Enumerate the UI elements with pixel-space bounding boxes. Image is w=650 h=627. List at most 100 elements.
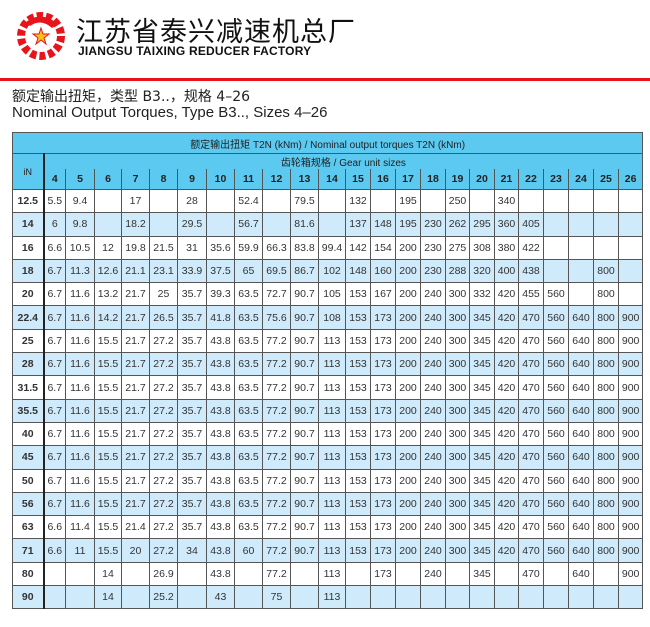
torque-cell: 470 [518,352,544,377]
torque-cell: 405 [518,212,544,237]
ratio-cell: 80 [12,561,45,587]
company-logo [17,12,65,60]
torque-cell: 77.2 [262,561,291,587]
torque-cell: 43 [206,585,235,610]
size-header: 17 [395,169,421,190]
size-header: 18 [420,169,446,190]
ratio-cell: 71 [12,538,45,563]
size-header: 23 [543,169,569,190]
torque-cell: 43.8 [206,468,235,493]
torque-cell: 800 [593,282,619,307]
torque-cell: 300 [445,352,470,377]
ratio-cell: 28 [12,352,45,377]
torque-cell: 153 [345,538,371,563]
torque-cell: 6.7 [43,491,66,517]
torque-cell: 132 [345,188,371,214]
torque-cell: 6.6 [43,515,66,540]
torque-cell: 15.5 [94,468,122,493]
size-header: 7 [121,169,150,190]
ratio-cell: 12.5 [12,188,45,214]
torque-cell: 300 [445,328,470,354]
torque-cell [234,561,263,587]
torque-cell: 35.7 [177,421,207,447]
document-title-en: Nominal Output Torques, Type B3.., Sizes… [12,104,328,121]
torque-cell: 200 [395,398,421,423]
torque-cell: 455 [518,282,544,307]
torque-cell: 173 [370,468,396,493]
torque-cell: 11.6 [65,468,95,493]
table-row: 90 14 25.2 43 75 113 [12,585,644,610]
size-header: 10 [206,169,235,190]
torque-cell: 800 [593,398,619,423]
torque-cell: 21.7 [121,328,150,354]
torque-cell: 6.7 [43,421,66,447]
torque-cell [206,212,235,237]
torque-cell: 420 [494,445,519,470]
torque-cell: 35.7 [177,515,207,540]
torque-cell [43,585,66,610]
torque-cell: 420 [494,468,519,493]
table-row: 71 6.6 11 15.5 20 27.2 34 43.8 60 77.2 90.7 113 153 1… [12,538,644,563]
torque-cell: 113 [318,421,346,447]
torque-cell: 90.7 [290,305,319,330]
torque-cell: 41.8 [206,305,235,330]
torque-cell: 90.7 [290,375,319,400]
size-header: 19 [445,169,470,190]
torque-cell: 15.5 [94,328,122,354]
torque-cell: 300 [445,282,470,307]
torque-cell: 28 [177,188,207,214]
torque-cell [593,235,619,260]
torque-cell [593,561,619,587]
torque-cell: 77.2 [262,421,291,447]
torque-cell [568,258,594,284]
torque-cell: 35.7 [177,445,207,470]
torque-cell: 153 [345,282,371,307]
torque-cell: 640 [568,421,594,447]
torque-cell [568,235,594,260]
torque-cell: 90.7 [290,398,319,423]
torque-cell: 380 [494,235,519,260]
size-header: 26 [617,169,644,190]
torque-cell: 77.2 [262,352,291,377]
torque-cell: 420 [494,282,519,307]
torque-cell: 240 [420,468,446,493]
document-title-cn: 额定输出扭矩，类型 B3..，规格 4–26 [12,89,251,105]
ratio-cell: 31.5 [12,375,45,400]
torque-cell: 200 [395,468,421,493]
torque-cell: 6.7 [43,328,66,354]
torque-cell: 200 [395,445,421,470]
size-header: 21 [494,169,519,190]
torque-cell: 800 [593,258,619,284]
size-header: 22 [518,169,544,190]
torque-cell: 15.5 [94,491,122,517]
torque-cell: 360 [494,212,519,237]
torque-cell: 340 [494,188,519,214]
torque-cell: 320 [469,258,495,284]
torque-cell: 69.5 [262,258,291,284]
torque-cell: 200 [395,375,421,400]
torque-cell: 470 [518,305,544,330]
torque-cell: 800 [593,352,619,377]
torque-cell [543,585,569,610]
torque-cell: 27.2 [149,352,178,377]
torque-cell: 800 [593,328,619,354]
torque-cell: 400 [494,258,519,284]
torque-cell: 27.2 [149,328,178,354]
torque-cell: 6.6 [43,538,66,563]
torque-cell: 60 [234,538,263,563]
torque-cell: 31 [177,235,207,260]
torque-cell: 195 [395,188,421,214]
torque-cell: 300 [445,515,470,540]
torque-cell: 19.8 [121,235,150,260]
torque-cell [290,561,319,587]
torque-cell [94,188,122,214]
table-row: 80 14 26.9 43.8 77.2 113 173 240 345 470 640 900 [12,561,644,587]
torque-cell: 21.7 [121,305,150,330]
torque-cell: 14 [94,585,122,610]
torque-cell: 295 [469,212,495,237]
torque-cell: 345 [469,328,495,354]
table-row: 22.4 6.7 11.6 14.2 21.7 26.5 35.7 41.8 63.5 75.6 9… [12,305,644,330]
torque-cell: 167 [370,282,396,307]
torque-cell: 560 [543,305,569,330]
torque-cell: 90.7 [290,491,319,517]
